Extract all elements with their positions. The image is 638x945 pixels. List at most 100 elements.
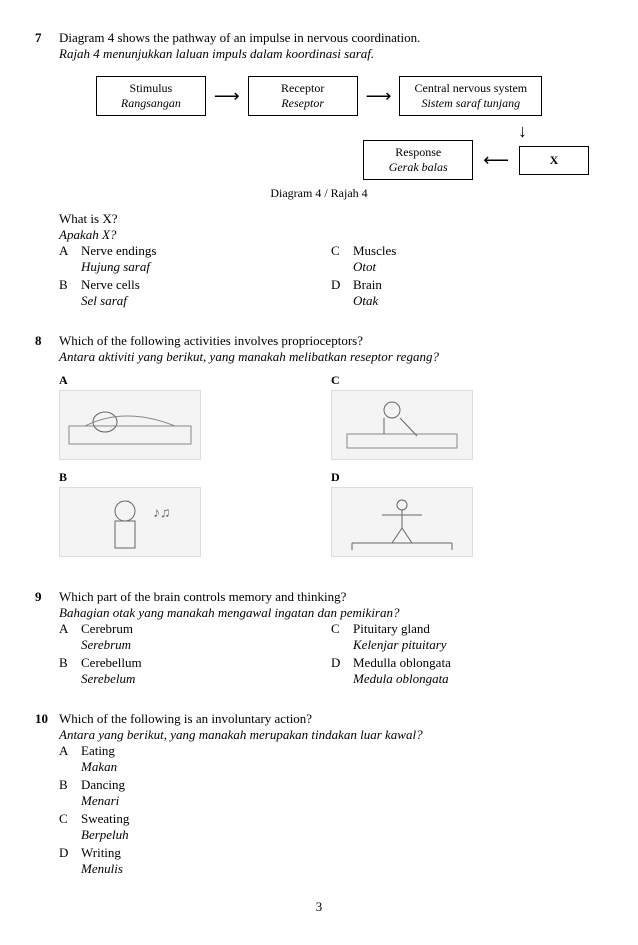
choice-letter: D — [331, 277, 353, 309]
choice-text-ms: Otak — [353, 293, 382, 309]
flow-label-en: Response — [395, 145, 441, 159]
question-number: 7 — [35, 30, 59, 62]
flow-label-en: Central nervous system — [414, 81, 527, 95]
arrow-right-icon: ⟶ — [366, 87, 392, 105]
choice-c: C Sweating Berpeluh — [59, 811, 603, 843]
choice-text-ms: Serebelum — [81, 671, 142, 687]
question-number: 10 — [35, 711, 59, 743]
question-text-en: Which of the following is an involuntary… — [59, 711, 603, 727]
choice-text-en: Pituitary gland — [353, 621, 430, 636]
sub-question-ms: Apakah X? — [59, 227, 603, 243]
image-label: A — [59, 373, 331, 388]
flow-box-x: X — [519, 146, 589, 175]
image-label: D — [331, 470, 603, 485]
flow-label-ms: Gerak balas — [389, 160, 448, 174]
flow-label-ms: Rangsangan — [121, 96, 181, 110]
activity-b: B ♪♫ — [59, 470, 331, 557]
choice-text-ms: Medula oblongata — [353, 671, 451, 687]
choice-a: A Cerebrum Serebrum — [59, 621, 331, 653]
choice-text-en: Cerebrum — [81, 621, 133, 636]
choice-letter: A — [59, 743, 81, 775]
sub-question-en: What is X? — [59, 211, 603, 227]
flow-label-en: Stimulus — [130, 81, 173, 95]
choice-text-ms: Menari — [81, 793, 125, 809]
choice-text-ms: Sel saraf — [81, 293, 140, 309]
flow-box-response: Response Gerak balas — [363, 140, 473, 180]
flow-label-en: Receptor — [281, 81, 324, 95]
question-text-en: Which part of the brain controls memory … — [59, 589, 603, 605]
choice-text-en: Nerve cells — [81, 277, 140, 292]
choice-d: D Writing Menulis — [59, 845, 603, 877]
choice-b: B Cerebellum Serebelum — [59, 655, 331, 687]
choice-text-en: Cerebellum — [81, 655, 142, 670]
choice-d: D Medulla oblongata Medula oblongata — [331, 655, 603, 687]
choice-text-ms: Hujung saraf — [81, 259, 156, 275]
question-text-ms: Antara yang berikut, yang manakah merupa… — [59, 727, 603, 743]
arrow-left-icon: ⟵ — [483, 151, 509, 169]
choice-d: D Brain Otak — [331, 277, 603, 309]
singing-illustration: ♪♫ — [59, 487, 201, 557]
choice-letter: A — [59, 243, 81, 275]
choice-text-ms: Kelenjar pituitary — [353, 637, 447, 653]
flow-label-x: X — [550, 153, 559, 167]
flow-label-ms: Sistem saraf tunjang — [421, 96, 520, 110]
choice-text-en: Muscles — [353, 243, 396, 258]
choice-text-ms: Menulis — [81, 861, 123, 877]
activity-d: D — [331, 470, 603, 557]
flow-box-cns: Central nervous system Sistem saraf tunj… — [399, 76, 542, 116]
question-number: 9 — [35, 589, 59, 621]
activity-images-grid: A B ♪♫ C D — [59, 373, 603, 567]
tightrope-illustration — [331, 487, 473, 557]
choice-b: B Dancing Menari — [59, 777, 603, 809]
choice-text-en: Dancing — [81, 777, 125, 792]
question-8: 8 Which of the following activities invo… — [35, 333, 603, 567]
choice-text-en: Nerve endings — [81, 243, 156, 258]
choice-letter: B — [59, 277, 81, 309]
choice-letter: B — [59, 655, 81, 687]
flow-box-receptor: Receptor Reseptor — [248, 76, 358, 116]
question-text-ms: Bahagian otak yang manakah mengawal inga… — [59, 605, 603, 621]
choice-a: A Nerve endings Hujung saraf — [59, 243, 331, 275]
question-9: 9 Which part of the brain controls memor… — [35, 589, 603, 689]
question-7: 7 Diagram 4 shows the pathway of an impu… — [35, 30, 603, 311]
choice-text-en: Brain — [353, 277, 382, 292]
choice-c: C Pituitary gland Kelenjar pituitary — [331, 621, 603, 653]
choice-letter: D — [59, 845, 81, 877]
question-number: 8 — [35, 333, 59, 365]
question-text-en: Diagram 4 shows the pathway of an impuls… — [59, 30, 603, 46]
choice-letter: B — [59, 777, 81, 809]
choice-letter: C — [59, 811, 81, 843]
choice-text-ms: Otot — [353, 259, 396, 275]
diagram-caption: Diagram 4 / Rajah 4 — [35, 186, 603, 201]
choice-text-ms: Berpeluh — [81, 827, 129, 843]
choice-letter: D — [331, 655, 353, 687]
choice-c: C Muscles Otot — [331, 243, 603, 275]
flow-diagram: Stimulus Rangsangan ⟶ Receptor Reseptor … — [35, 76, 603, 180]
choice-text-en: Eating — [81, 743, 115, 758]
choice-letter: A — [59, 621, 81, 653]
writing-illustration — [331, 390, 473, 460]
question-text-ms: Rajah 4 menunjukkan laluan impuls dalam … — [59, 46, 603, 62]
sleeping-illustration — [59, 390, 201, 460]
arrow-down-icon: ↓ — [518, 122, 527, 140]
activity-a: A — [59, 373, 331, 460]
choice-b: B Nerve cells Sel saraf — [59, 277, 331, 309]
question-text-ms: Antara aktiviti yang berikut, yang manak… — [59, 349, 603, 365]
choice-text-ms: Serebrum — [81, 637, 133, 653]
page-number: 3 — [35, 899, 603, 915]
svg-text:♪♫: ♪♫ — [153, 506, 171, 521]
choice-letter: C — [331, 243, 353, 275]
image-label: B — [59, 470, 331, 485]
choice-text-en: Sweating — [81, 811, 129, 826]
flow-label-ms: Reseptor — [281, 96, 324, 110]
arrow-right-icon: ⟶ — [214, 87, 240, 105]
choice-text-ms: Makan — [81, 759, 117, 775]
choice-text-en: Medulla oblongata — [353, 655, 451, 670]
choice-text-en: Writing — [81, 845, 121, 860]
flow-box-stimulus: Stimulus Rangsangan — [96, 76, 206, 116]
activity-c: C — [331, 373, 603, 460]
question-text-en: Which of the following activities involv… — [59, 333, 603, 349]
choice-letter: C — [331, 621, 353, 653]
choice-a: A Eating Makan — [59, 743, 603, 775]
question-10: 10 Which of the following is an involunt… — [35, 711, 603, 877]
